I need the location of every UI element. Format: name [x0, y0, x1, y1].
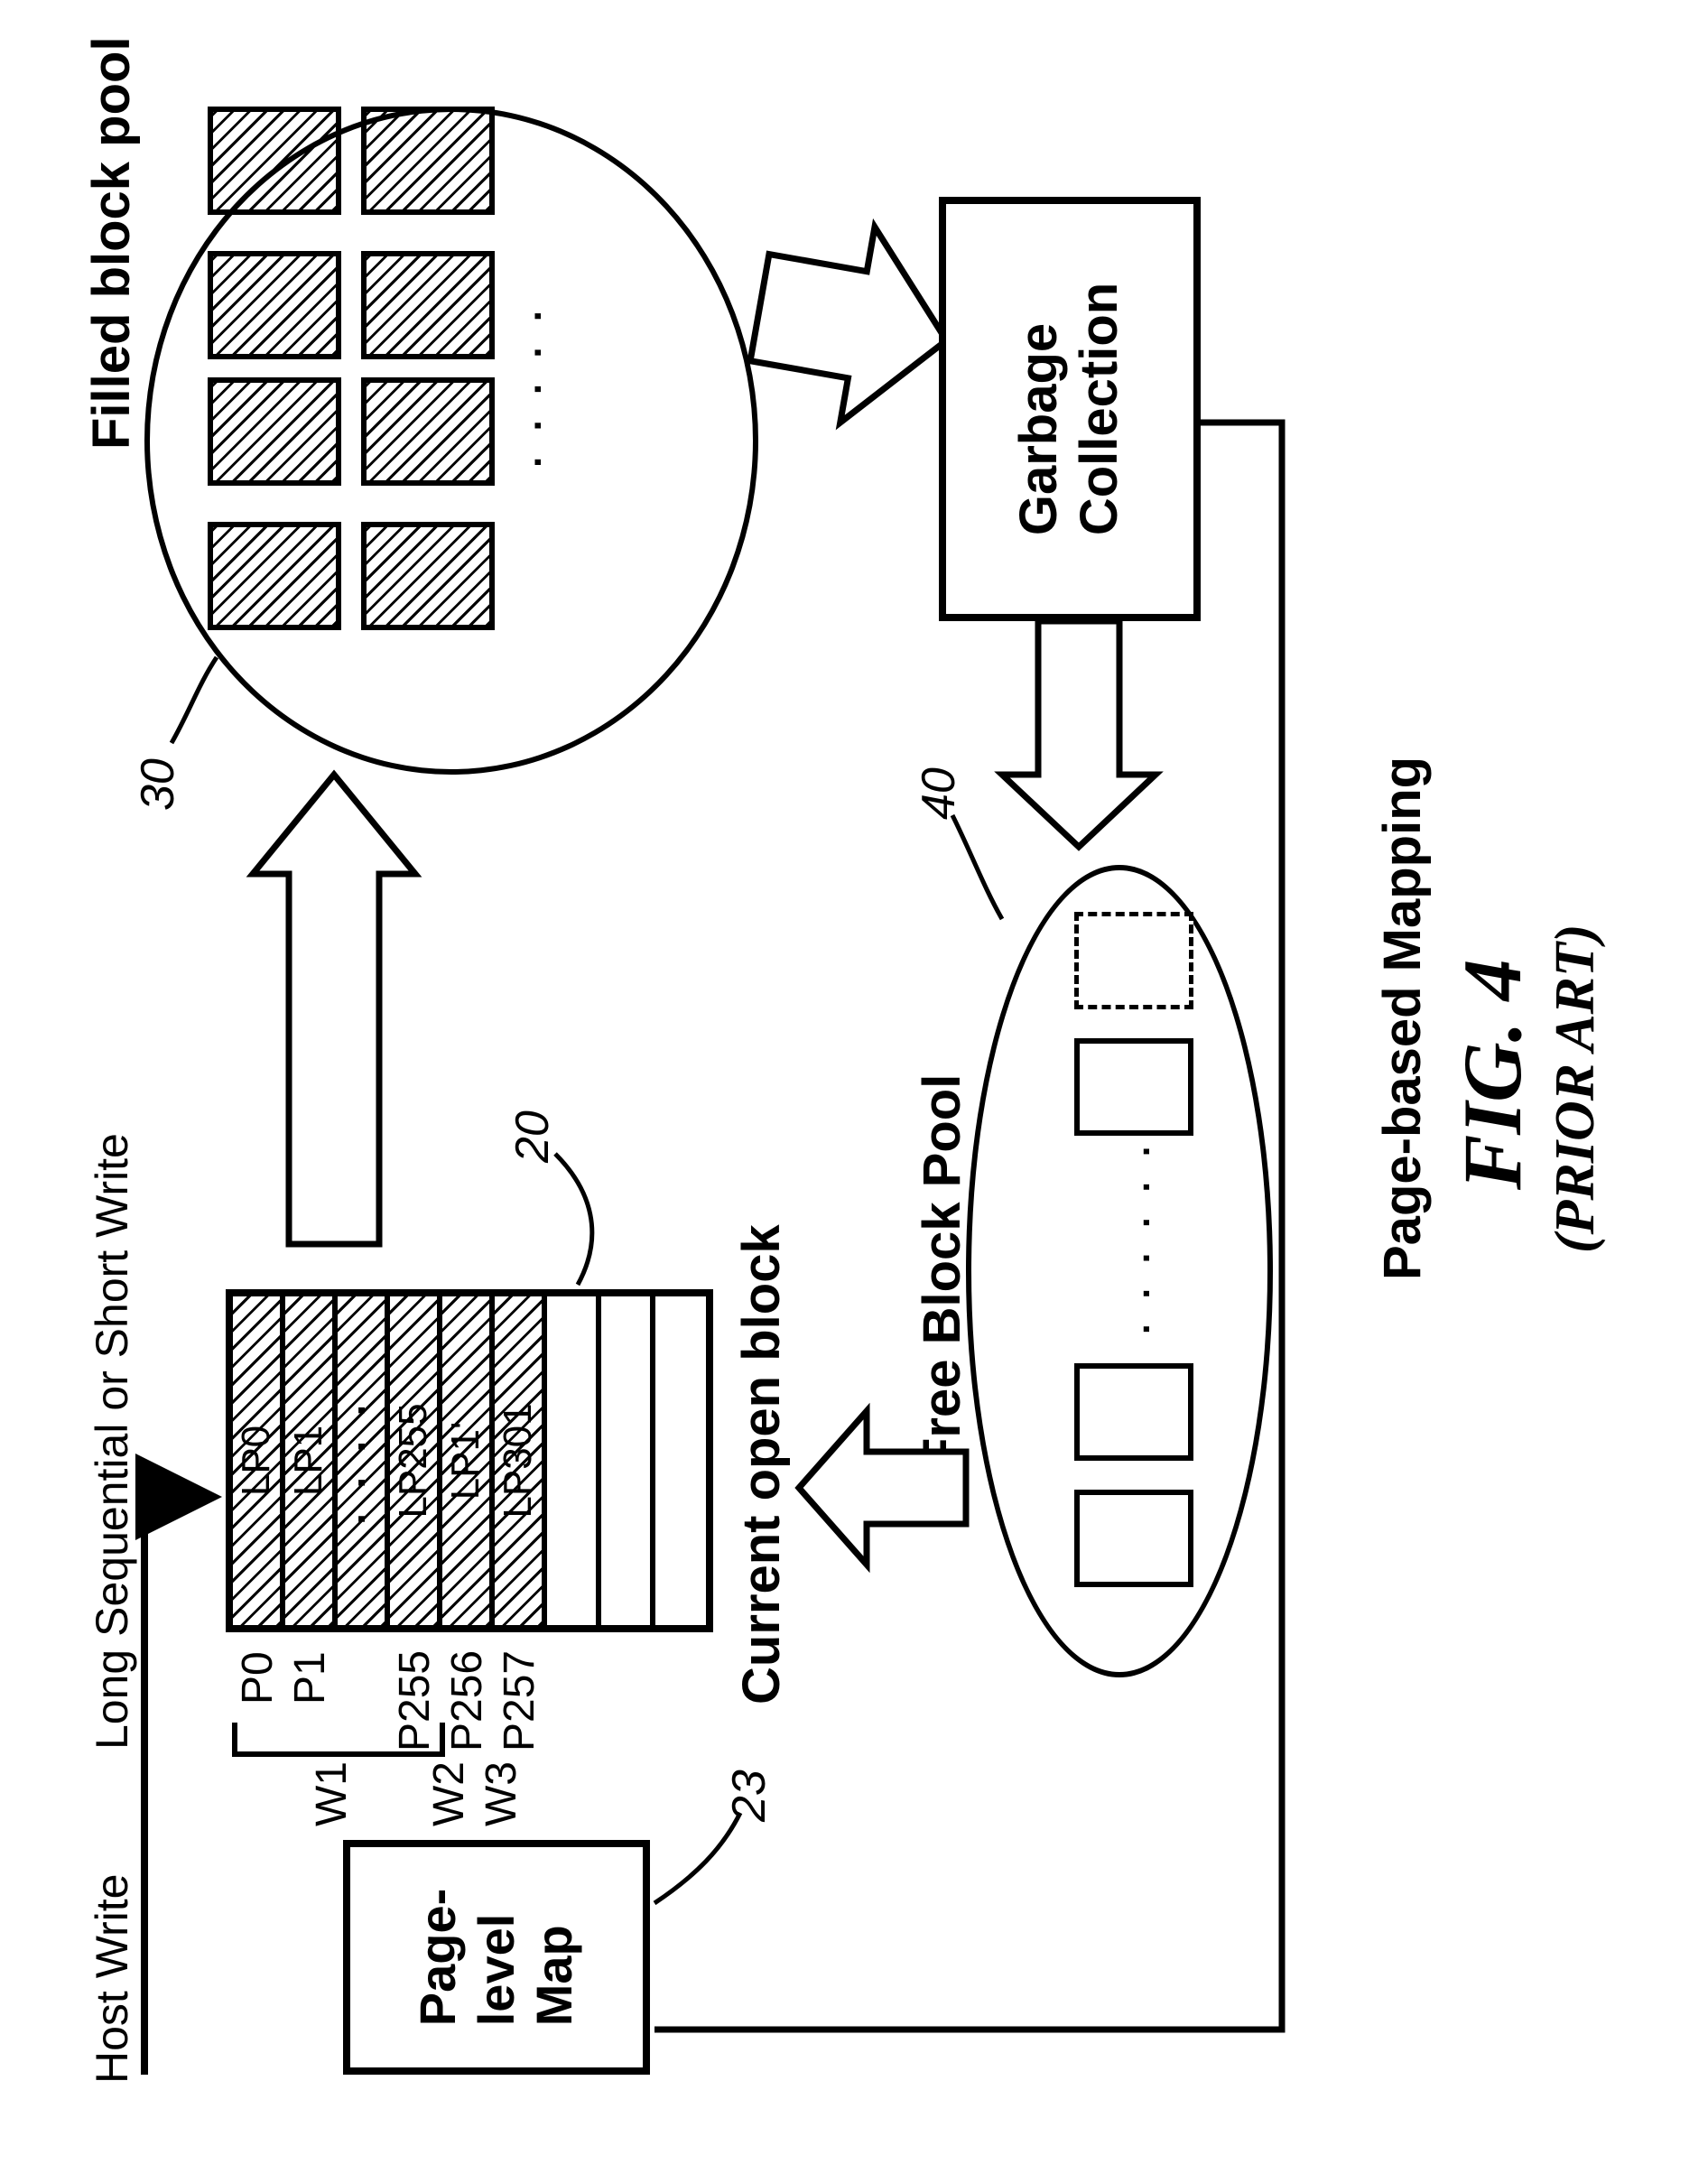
filled-block: [361, 377, 495, 486]
filled-block: [361, 522, 495, 630]
host-write-label: Host Write: [86, 1874, 138, 2084]
page-row: LP1: [285, 1296, 338, 1625]
ref-30-leader: [162, 648, 235, 748]
w1-bracket: [230, 1709, 447, 1772]
page-row: LP1': [442, 1296, 495, 1625]
filled-block: [361, 251, 495, 359]
figure-number: FIG. 4: [1444, 959, 1540, 1190]
caption-mapping: Page-based Mapping: [1372, 757, 1433, 1280]
w-label: W3: [477, 1761, 526, 1826]
filled-block: [208, 107, 341, 215]
long-short-label: Long Sequential or Short Write: [86, 1133, 138, 1750]
page-row-empty: [547, 1296, 601, 1625]
gc-feedback-line: [650, 170, 1300, 2111]
ref-20: 20: [506, 1110, 560, 1163]
page-row: LP0: [233, 1296, 285, 1625]
figure-stage: Host Write Long Sequential or Short Writ…: [0, 0, 1708, 2183]
open-block: LP0 LP1 · · · · LP255 LP1' LP301: [226, 1289, 713, 1632]
page-row-dots: · · · ·: [338, 1296, 390, 1625]
filled-pool-label: Filled block pool: [81, 36, 142, 450]
page-row: LP255: [390, 1296, 442, 1625]
page-row-empty: [601, 1296, 655, 1625]
phys-label: P0: [233, 1651, 283, 1705]
landscape-canvas: Host Write Long Sequential or Short Writ…: [0, 0, 1708, 2183]
arrow-open-to-filled: [235, 766, 433, 1253]
phys-label: P1: [285, 1651, 335, 1705]
filled-block: [208, 522, 341, 630]
filled-pool-ellipsis: . . . . .: [506, 303, 551, 468]
phys-label: P257: [495, 1650, 544, 1751]
prior-art-label: (PRIOR ART): [1544, 924, 1608, 1253]
filled-block: [208, 251, 341, 359]
ref-30: 30: [131, 758, 185, 811]
page-level-map-box: Page- level Map: [343, 1840, 650, 2075]
filled-block: [361, 107, 495, 215]
filled-block: [208, 377, 341, 486]
phys-label: P256: [442, 1650, 492, 1751]
page-row: LP301: [495, 1296, 547, 1625]
